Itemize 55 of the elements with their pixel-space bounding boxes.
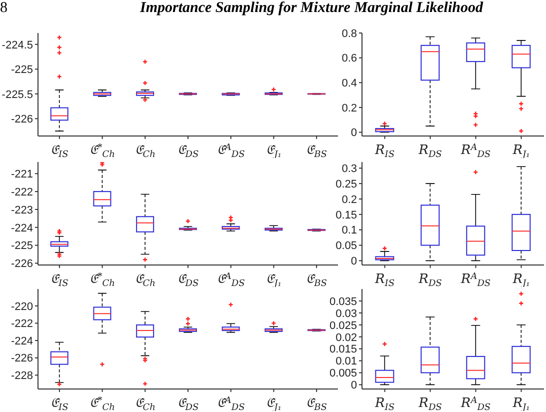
x-tick-label: 𝔈̂$_{BS}$ (306, 396, 327, 412)
y-tick-label: -225.5 (2, 88, 33, 101)
x-tick-label: 𝔈̂$_{DS}$ (177, 272, 199, 289)
x-tick-label: R$_{DS}$ (418, 143, 442, 160)
x-tick-label: 𝔈̂$_{DS}$ (177, 396, 199, 412)
x-tick-label: 𝔈̂$_{BS}$ (306, 272, 327, 289)
y-tick-label: -225 (10, 64, 33, 76)
y-tick-label: 0.25 (336, 178, 357, 190)
y-tick-label: 0.2 (342, 194, 357, 206)
y-tick-label: -220 (10, 300, 33, 313)
x-tick-label: R$_{IS}$ (374, 143, 395, 160)
x-tick-label: 𝔈̂$_{Ch}$ (134, 143, 156, 160)
y-tick-label: -222 (10, 186, 33, 198)
x-tick-label: R$_{DS}$ (418, 272, 442, 289)
y-tick-label: -228 (10, 370, 33, 382)
y-tick-label: -224 (10, 335, 33, 348)
y-tick-label: 0.02 (336, 332, 357, 344)
x-tick-label: R$_{DS}$ (418, 396, 442, 412)
y-tick-label: 0.3 (342, 163, 357, 176)
text: 8 (0, 0, 8, 17)
y-tick-label: -224.5 (2, 39, 33, 52)
y-tick-label: 0.035 (329, 296, 357, 308)
x-tick-label: 𝔈̂$_{IS}$ (50, 396, 68, 412)
text: Importance Sampling for Mixture Marginal Likelihood (140, 0, 483, 17)
y-tick-label: -226 (10, 352, 33, 365)
y-tick-label: -223 (10, 204, 33, 216)
y-tick-label: -226 (10, 258, 33, 270)
y-tick-label: 0.15 (336, 209, 357, 222)
y-tick-label: 0.015 (329, 344, 357, 356)
y-tick-label: 0 (350, 256, 357, 268)
y-tick-label: 0.025 (329, 320, 357, 332)
y-tick-label: 0.2 (342, 102, 357, 114)
x-tick-label: 𝔈̂$_{IS}$ (50, 143, 68, 160)
y-tick-label: 0.4 (342, 78, 357, 90)
y-tick-label: 0.1 (342, 224, 357, 237)
x-tick-label: 𝔈̂$_{BS}$ (306, 143, 327, 160)
x-tick-label: 𝔈̂$_{Ch}$ (134, 396, 156, 412)
x-tick-label: 𝔈̂$_{Ch}$ (134, 272, 156, 289)
x-tick-label: 𝔈̂$_{IS}$ (50, 272, 68, 289)
y-tick-label: 0 (350, 127, 357, 140)
y-tick-label: 0.03 (336, 308, 357, 320)
y-tick-label: 0 (350, 380, 357, 392)
x-tick-label: R$_{IS}$ (374, 396, 395, 412)
y-tick-label: -222 (10, 318, 33, 330)
y-tick-label: 0.005 (329, 368, 357, 380)
y-tick-label: 0.01 (336, 356, 357, 368)
x-tick-label: R$_{IS}$ (374, 272, 395, 289)
y-tick-label: 0.05 (336, 240, 357, 252)
y-tick-label: -225 (10, 240, 33, 252)
y-tick-label: -226 (10, 114, 33, 126)
y-tick-label: -224 (10, 222, 33, 234)
x-tick-label: 𝔈̂$_{DS}$ (177, 143, 199, 160)
y-tick-label: 0.8 (342, 28, 357, 40)
y-tick-label: 0.6 (342, 52, 357, 65)
y-tick-label: -221 (10, 168, 33, 181)
